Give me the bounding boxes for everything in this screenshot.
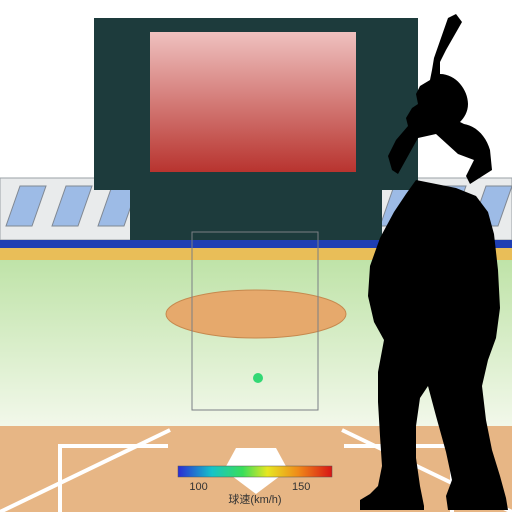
colorbar-tick: 100 (189, 481, 207, 493)
pitchers-mound (166, 290, 346, 338)
colorbar-label: 球速(km/h) (228, 492, 281, 506)
scoreboard-screen (150, 32, 356, 172)
pitch-marker (253, 373, 263, 383)
colorbar-tick: 150 (292, 481, 310, 493)
speed-colorbar (178, 466, 332, 477)
pitch-location-chart: 100 150 球速(km/h) (0, 0, 512, 512)
